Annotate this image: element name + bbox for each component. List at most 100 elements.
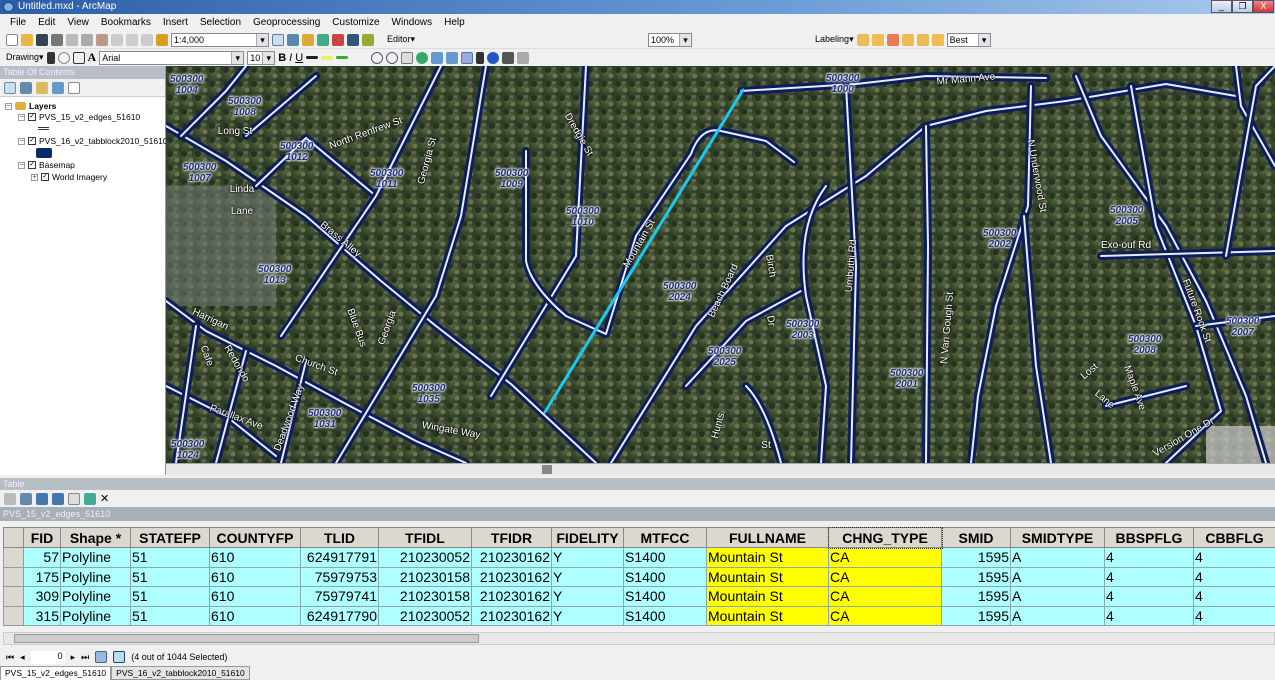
column-header[interactable]: FID	[23, 527, 61, 548]
table-cell[interactable]: 4	[1104, 547, 1194, 568]
table-cell[interactable]: CA	[828, 547, 942, 568]
table-cell[interactable]: 57	[23, 547, 61, 568]
table-cell[interactable]: S1400	[623, 547, 707, 568]
table-cell[interactable]: 610	[209, 605, 301, 626]
label-weight-icon[interactable]	[886, 33, 899, 46]
table-cell[interactable]: S1400	[623, 566, 707, 587]
row-selector[interactable]	[3, 586, 24, 607]
table-cell[interactable]: 4	[1104, 566, 1194, 587]
open-icon[interactable]	[21, 33, 33, 46]
tab-tabblock[interactable]: PVS_16_v2_tabblock2010_51610	[111, 666, 250, 680]
table-cell[interactable]: 4	[1193, 547, 1275, 568]
clear-selection-icon[interactable]	[68, 492, 80, 505]
table-cell[interactable]: 624917791	[300, 547, 379, 568]
row-selector[interactable]	[3, 605, 24, 626]
zoom-percent-combo[interactable]: 100%	[648, 32, 693, 47]
table-cell[interactable]: 4	[1104, 605, 1194, 626]
table-cell[interactable]: 210230162	[471, 586, 552, 607]
scroll-thumb[interactable]	[542, 465, 552, 474]
table-cell[interactable]: 4	[1104, 586, 1194, 607]
layer-checkbox[interactable]: ✓	[28, 113, 36, 121]
table-cell[interactable]: 1595	[941, 547, 1011, 568]
full-extent-icon[interactable]	[416, 51, 429, 64]
find-icon[interactable]	[502, 51, 515, 64]
editor-menu[interactable]: Editor▾	[387, 34, 416, 44]
label-priority-icon[interactable]	[871, 33, 884, 46]
copy-icon[interactable]	[81, 33, 93, 46]
list-by-visibility-icon[interactable]	[36, 81, 48, 94]
table-cell[interactable]: 175	[23, 566, 61, 587]
forward-extent-icon[interactable]	[446, 51, 459, 64]
table-cell[interactable]: Y	[551, 566, 624, 587]
table-cell[interactable]: 75979741	[300, 586, 379, 607]
unplaced-labels-icon[interactable]	[931, 33, 944, 46]
menu-edit[interactable]: Edit	[38, 17, 56, 28]
zoom-to-selected-icon[interactable]	[84, 492, 96, 505]
table-cell[interactable]: A	[1010, 586, 1105, 607]
rectangle-icon[interactable]	[72, 51, 85, 64]
list-by-source-icon[interactable]	[20, 81, 32, 94]
pan-icon[interactable]	[401, 51, 414, 64]
delete-icon[interactable]	[111, 33, 123, 46]
select-elements-icon[interactable]	[46, 51, 55, 64]
column-header[interactable]: TLID	[300, 527, 379, 548]
table-cell[interactable]: 210230162	[471, 547, 552, 568]
menu-windows[interactable]: Windows	[391, 17, 433, 28]
table-row[interactable]: 315 Polyline 51 610 624917790 210230052 210230…	[3, 605, 1275, 626]
selected-road-mountain-st[interactable]	[543, 88, 745, 414]
font-size-combo[interactable]: 10	[247, 50, 276, 65]
layer-checkbox[interactable]: ✓	[41, 173, 49, 181]
zoom-in-icon[interactable]	[371, 51, 384, 64]
table-cell[interactable]: 210230162	[471, 605, 552, 626]
table-cell[interactable]: CA	[828, 605, 942, 626]
column-header[interactable]: MTFCC	[623, 527, 707, 548]
zoom-out-icon[interactable]	[386, 51, 399, 64]
table-cell[interactable]: 1595	[941, 566, 1011, 587]
font-combo[interactable]: Arial	[99, 50, 245, 65]
table-cell[interactable]: A	[1010, 547, 1105, 568]
arctoolbox-icon[interactable]	[332, 33, 344, 46]
table-cell[interactable]: 51	[130, 547, 210, 568]
table-row[interactable]: 57 Polyline 51 610 624917791 210230052 2102301…	[3, 547, 1275, 568]
redo-icon[interactable]	[141, 33, 153, 46]
minimize-button[interactable]: _	[1211, 0, 1232, 13]
table-cell[interactable]: Polyline	[60, 605, 131, 626]
table-cell[interactable]: 1595	[941, 605, 1011, 626]
search-window-icon[interactable]	[317, 33, 329, 46]
toc-layer-edges[interactable]: − ✓ PVS_15_v2_edges_51610	[18, 112, 140, 122]
menu-selection[interactable]: Selection	[199, 17, 242, 28]
table-cell[interactable]: Mountain St	[706, 566, 829, 587]
scale-combo[interactable]: 1:4,000	[171, 32, 269, 47]
table-cell[interactable]: 4	[1193, 605, 1275, 626]
table-row[interactable]: 175 Polyline 51 610 75979753 210230158 2102301…	[3, 566, 1275, 587]
save-icon[interactable]	[36, 33, 48, 46]
menu-bookmarks[interactable]: Bookmarks	[100, 17, 151, 28]
add-data-icon[interactable]	[156, 33, 168, 46]
label-quality-combo[interactable]: Best	[946, 32, 991, 47]
editor-toolbar-icon[interactable]	[272, 33, 284, 46]
show-all-records-icon[interactable]	[95, 651, 108, 663]
collapse-icon[interactable]: −	[18, 161, 25, 169]
table-cell[interactable]: Mountain St	[706, 605, 829, 626]
lock-labels-icon[interactable]	[901, 33, 914, 46]
expand-icon[interactable]: +	[31, 173, 38, 181]
table-cell[interactable]: S1400	[623, 586, 707, 607]
table-cell[interactable]: Polyline	[60, 586, 131, 607]
options-icon[interactable]	[68, 81, 80, 94]
close-button[interactable]: X	[1253, 0, 1274, 13]
labeling-menu[interactable]: Labeling▾	[815, 34, 854, 44]
table-cell[interactable]: S1400	[623, 605, 707, 626]
font-color-icon[interactable]	[306, 56, 319, 59]
bold-button[interactable]: B	[278, 51, 287, 64]
menu-help[interactable]: Help	[444, 17, 465, 28]
delete-selected-icon[interactable]: ✕	[100, 493, 110, 505]
scroll-thumb[interactable]	[14, 634, 479, 643]
select-by-attributes-icon[interactable]	[36, 492, 48, 505]
table-cell[interactable]: Y	[551, 605, 624, 626]
previous-record-button[interactable]: ◂	[20, 651, 25, 662]
table-cell[interactable]: 210230158	[378, 566, 472, 587]
table-cell[interactable]: 75979753	[300, 566, 379, 587]
table-row[interactable]: 309 Polyline 51 610 75979741 210230158 2102301…	[3, 586, 1275, 607]
collapse-icon[interactable]: −	[18, 137, 25, 145]
column-header[interactable]: COUNTYFP	[209, 527, 301, 548]
